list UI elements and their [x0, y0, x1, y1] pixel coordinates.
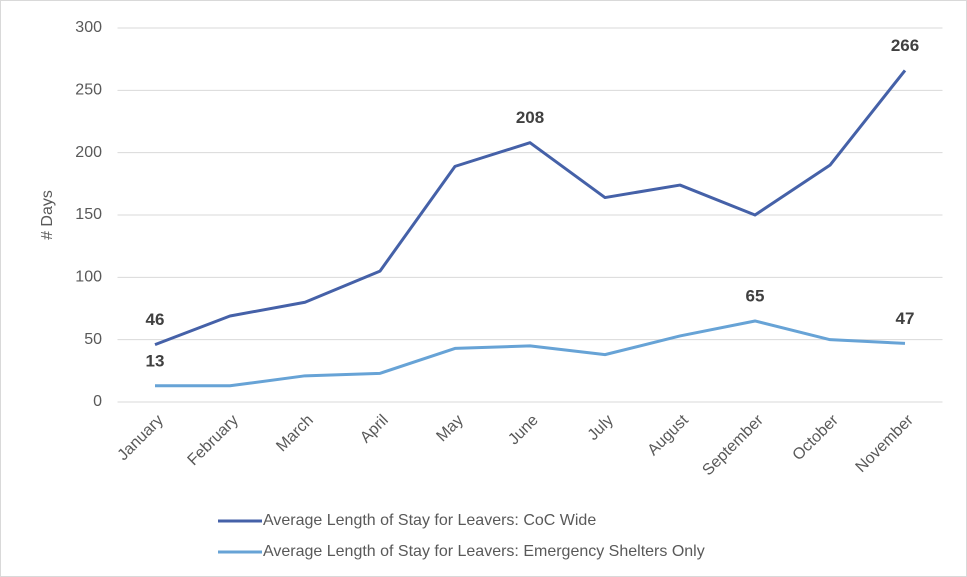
y-tick-label: 0: [93, 393, 102, 410]
series-line: [155, 319, 906, 388]
series-line: [154, 69, 907, 347]
y-tick-label: 100: [75, 269, 102, 286]
value-label: 65: [746, 286, 765, 305]
y-tick-label: 50: [84, 331, 102, 348]
value-label: 46: [146, 310, 165, 329]
y-tick-label: 300: [75, 19, 102, 36]
y-tick-label: 200: [75, 144, 102, 161]
y-tick-label: 150: [75, 206, 102, 223]
legend-label: Average Length of Stay for Leavers: Emer…: [263, 543, 705, 560]
y-axis-label: # Days: [39, 190, 56, 240]
y-tick-label: 250: [75, 82, 102, 99]
value-label: 47: [896, 309, 915, 328]
legend-label: Average Length of Stay for Leavers: CoC …: [263, 512, 596, 529]
value-label: 266: [891, 36, 919, 55]
value-label: 208: [516, 108, 544, 127]
value-label: 13: [146, 351, 165, 370]
